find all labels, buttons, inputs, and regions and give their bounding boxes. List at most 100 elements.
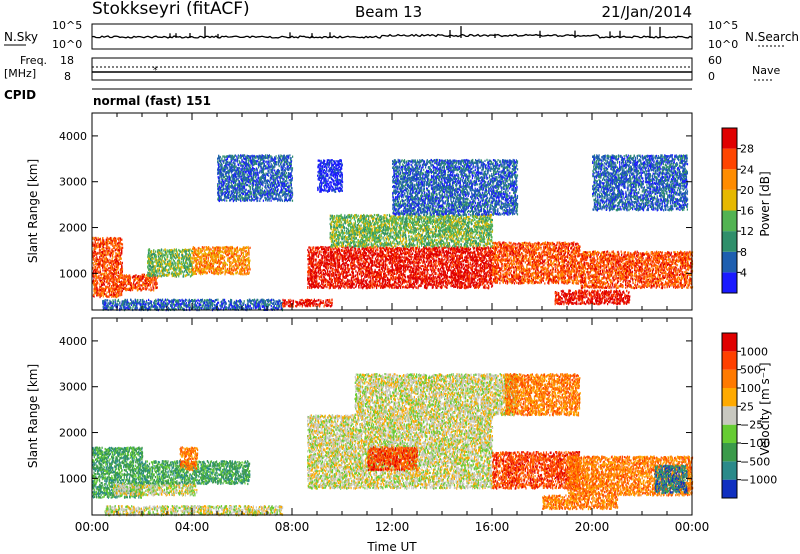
scatter-cell (132, 287, 134, 290)
scatter-cell (117, 250, 119, 253)
scatter-cell (207, 253, 209, 256)
scatter-cell (195, 264, 197, 267)
scatter-cell (155, 256, 157, 259)
scatter-cell (241, 272, 243, 275)
scatter-cell (254, 301, 256, 304)
scatter-cell (153, 301, 155, 304)
nave-label: Nave (752, 64, 780, 77)
scatter-cell (110, 293, 112, 296)
scatter-cell (95, 247, 97, 250)
scatter-cell (144, 275, 146, 278)
scatter-cell (183, 266, 185, 269)
scatter-cell (92, 242, 94, 245)
scatter-cell (284, 299, 286, 302)
scatter-cell (153, 269, 155, 272)
scatter-cell (145, 288, 147, 291)
scatter-cell (108, 241, 110, 244)
scatter-cell (245, 306, 247, 309)
scatter-cell (191, 260, 193, 263)
scatter-cell (105, 246, 107, 249)
scatter-cell (107, 258, 109, 261)
scatter-cell (162, 263, 164, 266)
scatter-cell (174, 275, 176, 278)
scatter-cell (104, 241, 106, 244)
scatter-cell (174, 299, 176, 302)
scatter-cell (189, 248, 191, 251)
scatter-cell (126, 283, 128, 286)
scatter-cell (223, 299, 225, 302)
scatter-cell (232, 247, 234, 250)
scatter-cell (129, 281, 131, 284)
nsearch-tick-top: 10^5 (708, 19, 738, 32)
scatter-cell (200, 269, 202, 272)
scatter-cell (214, 300, 216, 303)
scatter-cell (326, 304, 328, 307)
scatter-cell (176, 256, 178, 259)
nsearch-label: N.Search (745, 30, 799, 44)
freq-tick-bottom: 8 (64, 70, 71, 83)
scatter-cell (162, 267, 164, 270)
scatter-cell (94, 268, 96, 271)
scatter-cell (198, 246, 200, 249)
scatter-cell (127, 276, 129, 280)
scatter-cell (282, 305, 284, 308)
scatter-cell (197, 255, 199, 258)
scatter-cell (155, 300, 157, 303)
scatter-cell (115, 286, 117, 289)
scatter-cell (148, 279, 150, 282)
scatter-cell (123, 283, 125, 286)
scatter-cell (236, 246, 238, 249)
scatter-cell (121, 261, 123, 264)
scatter-cell (182, 255, 184, 259)
scatter-cell (106, 295, 108, 298)
scatter-cell (106, 242, 108, 245)
scatter-cell (248, 300, 250, 303)
scatter-cell (211, 271, 213, 275)
scatter-cell (206, 253, 208, 256)
scatter-cell (206, 261, 208, 264)
scatter-cell (150, 307, 152, 310)
scatter-cell (103, 282, 105, 285)
scatter-cell (113, 246, 115, 249)
scatter-cell (104, 249, 106, 252)
scatter-cell (119, 285, 121, 288)
scatter-cell (112, 251, 114, 254)
scatter-cell (138, 282, 140, 285)
scatter-cell (154, 274, 156, 277)
scatter-cell (165, 264, 167, 267)
scatter-cell (295, 305, 297, 308)
scatter-cell (111, 267, 113, 270)
scatter-cell (93, 250, 96, 253)
scatter-cell (111, 287, 113, 290)
scatter-cell (153, 287, 155, 290)
scatter-cell (135, 285, 137, 288)
scatter-cell (106, 305, 108, 308)
scatter-cell (147, 257, 150, 260)
scatter-cell (146, 277, 148, 280)
scatter-cell (99, 242, 102, 245)
scatter-cell (145, 277, 147, 280)
scatter-cell (153, 289, 155, 292)
scatter-cell (97, 275, 99, 278)
scatter-cell (148, 248, 150, 251)
scatter-cell (222, 257, 225, 260)
scatter-cell (180, 266, 182, 269)
scatter-cell (96, 276, 98, 279)
scatter-cell (194, 266, 196, 269)
scatter-cell (114, 282, 116, 285)
scatter-cell (173, 252, 175, 255)
scatter-cell (187, 299, 189, 302)
scatter-cell (118, 250, 120, 254)
scatter-cell (326, 283, 328, 286)
scatter-cell (274, 306, 277, 310)
scatter-cell (220, 251, 222, 254)
scatter-cell (114, 236, 116, 240)
scatter-cell (113, 260, 115, 263)
scatter-cell (184, 248, 186, 251)
nsky-spikes (169, 26, 661, 38)
scatter-cell (177, 266, 179, 269)
scatter-cell (182, 265, 184, 268)
scatter-cell (235, 253, 237, 256)
scatter-cell (187, 249, 189, 252)
scatter-cell (146, 287, 148, 290)
